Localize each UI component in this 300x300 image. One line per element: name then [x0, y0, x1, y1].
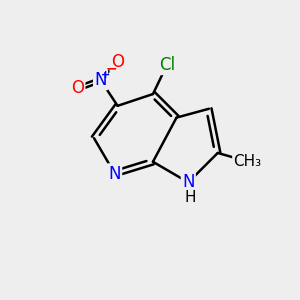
Text: +: +	[101, 70, 110, 80]
Text: N: N	[108, 165, 121, 183]
Text: O: O	[111, 53, 124, 71]
Text: N: N	[182, 173, 194, 191]
Text: CH₃: CH₃	[233, 154, 262, 169]
Text: −: −	[105, 61, 117, 75]
Text: O: O	[71, 80, 84, 98]
Text: N: N	[94, 71, 107, 89]
Text: Cl: Cl	[159, 56, 175, 74]
Text: H: H	[184, 190, 196, 205]
